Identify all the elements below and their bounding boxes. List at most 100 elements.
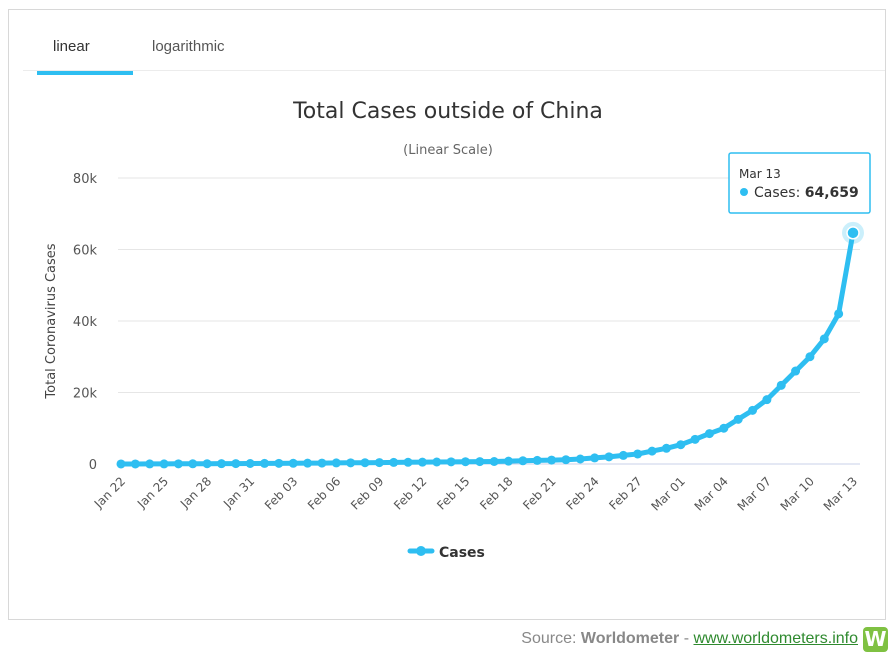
x-tick-labels: Jan 22 Jan 25 Jan 28 Jan 31 Feb 03 Feb 06 Feb … <box>91 474 860 513</box>
data-point[interactable] <box>360 458 370 468</box>
data-point[interactable] <box>719 423 729 433</box>
tooltip-date: Mar 13 <box>739 167 781 181</box>
legend[interactable]: Cases <box>407 545 485 561</box>
data-point[interactable] <box>834 309 844 319</box>
x-tick-label: Feb 06 <box>305 474 343 512</box>
x-tick-label: Jan 31 <box>220 474 257 511</box>
data-point[interactable] <box>518 456 528 466</box>
data-point[interactable] <box>776 380 786 390</box>
data-point[interactable] <box>704 429 714 439</box>
chart-subtitle: (Linear Scale) <box>403 143 493 158</box>
data-point[interactable] <box>231 459 241 469</box>
data-point[interactable] <box>274 458 284 468</box>
data-point[interactable] <box>762 395 772 405</box>
worldometer-logo-icon[interactable]: W <box>863 627 888 652</box>
y-tick-label: 60k <box>73 244 98 259</box>
data-point[interactable] <box>618 450 628 460</box>
data-point[interactable] <box>690 434 700 444</box>
chart-title: Total Cases outside of China <box>292 99 603 124</box>
x-tick-label: Feb 03 <box>262 474 300 512</box>
x-tick-label: Mar 10 <box>778 474 817 513</box>
y-tick-label: 20k <box>73 387 98 402</box>
x-tick-label: Mar 01 <box>648 474 687 513</box>
data-point[interactable] <box>647 446 657 456</box>
tooltip: Mar 13 Cases: 64,659 <box>728 152 871 214</box>
data-point[interactable] <box>575 454 585 464</box>
data-point[interactable] <box>819 334 829 344</box>
legend-swatch-marker <box>416 546 426 556</box>
data-point[interactable] <box>173 459 183 469</box>
data-point[interactable] <box>733 414 743 424</box>
source-name: Worldometer <box>580 630 680 647</box>
data-point[interactable] <box>216 459 226 469</box>
x-tick-label: Feb 27 <box>606 474 644 512</box>
source-link[interactable]: www.worldometers.info <box>693 630 859 647</box>
legend-label-cases: Cases <box>439 545 485 561</box>
data-point[interactable] <box>245 458 255 468</box>
data-point[interactable] <box>561 455 571 465</box>
data-point[interactable] <box>116 459 126 469</box>
data-point[interactable] <box>532 455 542 465</box>
data-point[interactable] <box>374 458 384 468</box>
data-point[interactable] <box>417 457 427 467</box>
x-tick-label: Mar 07 <box>735 474 774 513</box>
x-tick-label: Feb 24 <box>563 474 601 512</box>
data-point[interactable] <box>475 457 485 467</box>
data-point[interactable] <box>460 457 470 467</box>
tooltip-value: 64,659 <box>805 185 859 201</box>
data-point[interactable] <box>202 459 212 469</box>
x-tick-label: Jan 28 <box>177 474 214 511</box>
data-point[interactable] <box>159 459 169 469</box>
data-point[interactable] <box>590 453 600 463</box>
y-tick-label: 40k <box>73 315 98 330</box>
data-point[interactable] <box>331 458 341 468</box>
x-tick-label: Jan 25 <box>134 474 171 511</box>
data-point[interactable] <box>145 459 155 469</box>
x-tick-label: Mar 04 <box>692 474 731 513</box>
data-point[interactable] <box>504 456 514 466</box>
tab-linear[interactable]: linear <box>53 38 90 55</box>
y-tick-labels: 0 20k 40k 60k 80k <box>73 172 98 473</box>
data-point[interactable] <box>446 457 456 467</box>
data-point[interactable] <box>748 405 758 415</box>
active-tab-indicator <box>37 71 133 75</box>
y-axis-label: Total Coronavirus Cases <box>44 243 59 399</box>
data-point[interactable] <box>846 226 860 240</box>
series-line-cases <box>118 230 856 467</box>
chart-panel: linear logarithmic <box>8 9 886 620</box>
y-tick-label: 80k <box>73 172 98 187</box>
gridlines <box>118 177 860 465</box>
tooltip-series-dot <box>740 188 748 196</box>
data-point[interactable] <box>317 458 327 468</box>
tooltip-box <box>728 152 871 214</box>
scale-tabs: linear logarithmic <box>23 10 885 75</box>
data-point[interactable] <box>346 458 356 468</box>
data-point[interactable] <box>676 440 686 450</box>
data-point[interactable] <box>547 455 557 465</box>
x-tick-label: Feb 15 <box>434 474 472 512</box>
source-prefix: Source: <box>521 630 577 647</box>
y-tick-label: 0 <box>89 458 97 473</box>
data-point[interactable] <box>489 456 499 466</box>
data-point[interactable] <box>288 458 298 468</box>
series-cases <box>116 221 864 469</box>
data-point[interactable] <box>130 459 140 469</box>
tooltip-row: Cases: 64,659 <box>754 185 859 201</box>
x-tick-label: Feb 18 <box>477 474 515 512</box>
x-tick-label: Feb 12 <box>391 474 429 512</box>
data-point[interactable] <box>805 352 815 362</box>
tab-logarithmic[interactable]: logarithmic <box>152 38 225 55</box>
x-tick-label: Feb 21 <box>520 474 558 512</box>
data-point[interactable] <box>403 457 413 467</box>
data-point[interactable] <box>303 458 313 468</box>
data-point[interactable] <box>633 449 643 459</box>
data-point[interactable] <box>432 457 442 467</box>
data-point[interactable] <box>604 452 614 462</box>
data-point[interactable] <box>791 366 801 376</box>
data-point[interactable] <box>661 443 671 453</box>
data-point[interactable] <box>389 457 399 467</box>
data-point[interactable] <box>260 458 270 468</box>
data-point[interactable] <box>188 459 198 469</box>
x-tick-label: Mar 13 <box>821 474 860 513</box>
